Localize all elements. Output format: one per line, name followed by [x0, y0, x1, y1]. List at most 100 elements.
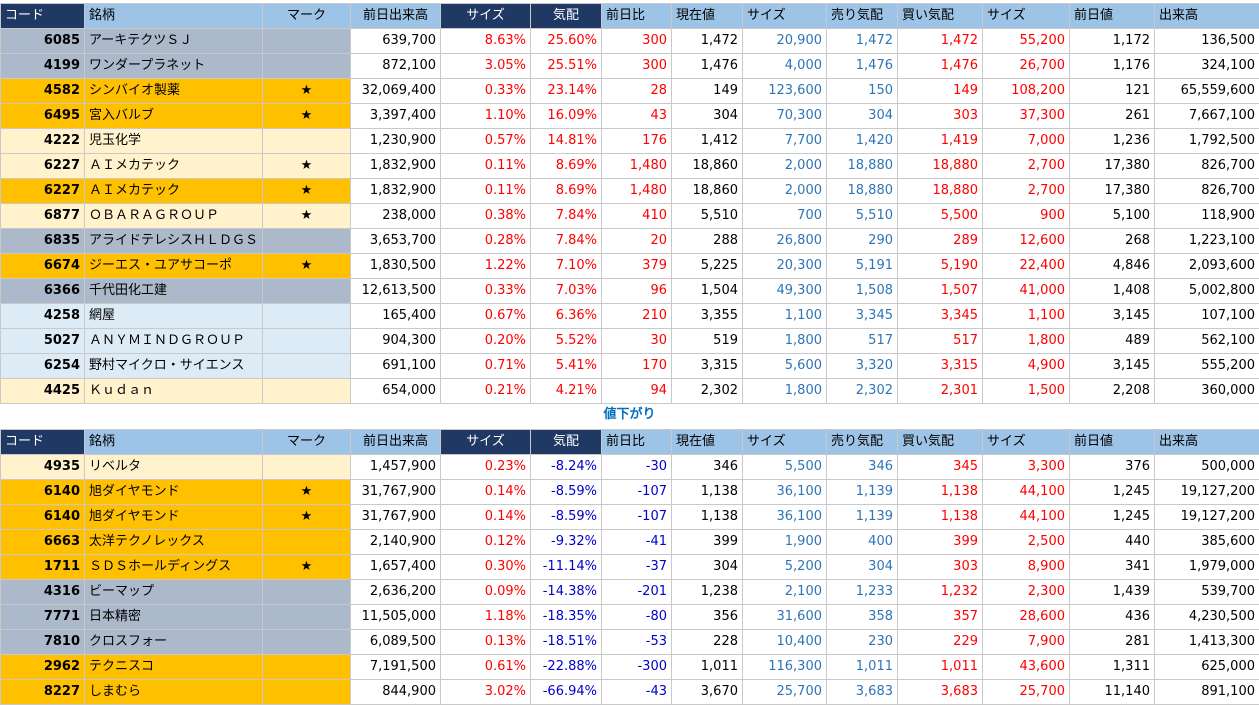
volume-cell: 385,600: [1154, 529, 1259, 555]
table-row[interactable]: 8227 しまむら 844,900 3.02% -66.94% -43 3,670 25,70…: [0, 679, 1259, 705]
current-price-cell: 5,510: [671, 203, 743, 229]
size-pct-cell: 0.33%: [440, 78, 531, 104]
current-price-cell: 228: [671, 629, 743, 655]
code-cell: 4222: [0, 128, 85, 154]
ask-size-cell: 1,100: [742, 303, 827, 329]
prev-price-cell: 2,208: [1069, 378, 1155, 404]
size-pct-cell: 0.20%: [440, 328, 531, 354]
current-price-cell: 1,412: [671, 128, 743, 154]
header-size-pct: サイズ: [440, 3, 531, 29]
bid-size-cell: 1,500: [982, 378, 1070, 404]
bid-size-cell: 900: [982, 203, 1070, 229]
ask-size-cell: 5,600: [742, 353, 827, 379]
volume-cell: 1,223,100: [1154, 228, 1259, 254]
prev-volume-cell: 2,636,200: [350, 579, 441, 605]
bid-cell: 399: [897, 529, 983, 555]
table-row[interactable]: 6366 千代田化工建 12,613,500 0.33% 7.03% 96 1,504 49,…: [0, 278, 1259, 304]
current-price-cell: 346: [671, 454, 743, 480]
table-row[interactable]: 6140 旭ダイヤモンド ★ 31,767,900 0.14% -8.59% -107 1,1…: [0, 479, 1259, 505]
change-pct-cell: -66.94%: [530, 679, 602, 705]
prev-price-cell: 17,380: [1069, 153, 1155, 179]
code-cell: 6140: [0, 504, 85, 530]
name-cell: アライドテレシスＨＬＤＧＳ: [84, 228, 263, 254]
mark-cell: [262, 679, 351, 705]
prev-diff-cell: 1,480: [601, 153, 672, 179]
table-row[interactable]: 5027 ＡＮＹＭＩＮＤＧＲＯＵＰ 904,300 0.20% 5.52% 30 519 1,…: [0, 328, 1259, 354]
ask-cell: 358: [826, 604, 898, 630]
ask-cell: 304: [826, 554, 898, 580]
current-price-cell: 304: [671, 554, 743, 580]
table-row[interactable]: 6085 アーキテクツＳＪ 639,700 8.63% 25.60% 300 1,472 20…: [0, 28, 1259, 54]
bid-size-cell: 22,400: [982, 253, 1070, 279]
name-cell: テクニスコ: [84, 654, 263, 680]
header-row: コード 銘柄 マーク 前日出来高 サイズ 気配 前日比 現在値 サイズ 売り気配 買い気配 サイズ 前日…: [0, 3, 1259, 29]
table-row[interactable]: 6674 ジーエス・ユアサコーポ ★ 1,830,500 1.22% 7.10% 379 5,…: [0, 253, 1259, 279]
change-pct-cell: -18.51%: [530, 629, 602, 655]
name-cell: 野村マイクロ・サイエンス: [84, 353, 263, 379]
code-cell: 6835: [0, 228, 85, 254]
prev-diff-cell: -41: [601, 529, 672, 555]
prev-volume-cell: 165,400: [350, 303, 441, 329]
bid-cell: 289: [897, 228, 983, 254]
current-price-cell: 5,225: [671, 253, 743, 279]
size-pct-cell: 8.63%: [440, 28, 531, 54]
header-current-price: 現在値: [671, 3, 743, 29]
header-size-pct: サイズ: [440, 429, 531, 455]
table-row[interactable]: 4199 ワンダープラネット 872,100 3.05% 25.51% 300 1,476 4…: [0, 53, 1259, 79]
name-cell: アーキテクツＳＪ: [84, 28, 263, 54]
mark-cell: [262, 228, 351, 254]
table-row[interactable]: 6227 ＡＩメカテック ★ 1,832,900 0.11% 8.69% 1,480 18,8…: [0, 178, 1259, 204]
size-pct-cell: 0.23%: [440, 454, 531, 480]
bid-cell: 517: [897, 328, 983, 354]
code-cell: 6254: [0, 353, 85, 379]
ask-cell: 290: [826, 228, 898, 254]
bid-cell: 1,138: [897, 479, 983, 505]
decliners-table: コード 銘柄 マーク 前日出来高 サイズ 気配 前日比 現在値 サイズ 売り気配 買い気配 サイズ 前日…: [0, 429, 1259, 705]
prev-volume-cell: 2,140,900: [350, 529, 441, 555]
name-cell: ＳＤＳホールディングス: [84, 554, 263, 580]
table-row[interactable]: 6254 野村マイクロ・サイエンス 691,100 0.71% 5.41% 170 3,31…: [0, 353, 1259, 379]
table-row[interactable]: 1711 ＳＤＳホールディングス ★ 1,657,400 0.30% -11.14% -37…: [0, 554, 1259, 580]
name-cell: シンバイオ製薬: [84, 78, 263, 104]
header-row: コード 銘柄 マーク 前日出来高 サイズ 気配 前日比 現在値 サイズ 売り気配 買い気配 サイズ 前日…: [0, 429, 1259, 455]
change-pct-cell: 5.41%: [530, 353, 602, 379]
name-cell: 日本精密: [84, 604, 263, 630]
code-cell: 4935: [0, 454, 85, 480]
table-row[interactable]: 2962 テクニスコ 7,191,500 0.61% -22.88% -300 1,011 1…: [0, 654, 1259, 680]
ask-size-cell: 116,300: [742, 654, 827, 680]
table-row[interactable]: 6663 太洋テクノレックス 2,140,900 0.12% -9.32% -41 399 1…: [0, 529, 1259, 555]
table-row[interactable]: 4316 ビーマップ 2,636,200 0.09% -14.38% -201 1,238 2…: [0, 579, 1259, 605]
change-pct-cell: 16.09%: [530, 103, 602, 129]
table-row[interactable]: 6835 アライドテレシスＨＬＤＧＳ 3,653,700 0.28% 7.84% 20 28…: [0, 228, 1259, 254]
ask-size-cell: 123,600: [742, 78, 827, 104]
header-ask: 売り気配: [826, 3, 898, 29]
table-row[interactable]: 7810 クロスフォー 6,089,500 0.13% -18.51% -53 228 10,…: [0, 629, 1259, 655]
prev-price-cell: 11,140: [1069, 679, 1155, 705]
bid-cell: 345: [897, 454, 983, 480]
table-row[interactable]: 4222 児玉化学 1,230,900 0.57% 14.81% 176 1,412 7,70…: [0, 128, 1259, 154]
header-bid: 買い気配: [897, 3, 983, 29]
change-pct-cell: 14.81%: [530, 128, 602, 154]
table-row[interactable]: 4582 シンバイオ製薬 ★ 32,069,400 0.33% 23.14% 28 149 12…: [0, 78, 1259, 104]
table-row[interactable]: 6227 ＡＩメカテック ★ 1,832,900 0.11% 8.69% 1,480 18,8…: [0, 153, 1259, 179]
table-row[interactable]: 4425 Ｋｕｄａｎ 654,000 0.21% 4.21% 94 2,302 1,800 2,…: [0, 378, 1259, 404]
gainers-table: コード 銘柄 マーク 前日出来高 サイズ 気配 前日比 現在値 サイズ 売り気配 買い気配 サイズ 前日…: [0, 3, 1259, 404]
table-row[interactable]: 6877 ＯＢＡＲＡＧＲＯＵＰ ★ 238,000 0.38% 7.84% 410 5,510…: [0, 203, 1259, 229]
name-cell: Ｋｕｄａｎ: [84, 378, 263, 404]
ask-cell: 2,302: [826, 378, 898, 404]
table-row[interactable]: 4258 網屋 165,400 0.67% 6.36% 210 3,355 1,100 3,34…: [0, 303, 1259, 329]
ask-cell: 5,510: [826, 203, 898, 229]
table-row[interactable]: 7771 日本精密 11,505,000 1.18% -18.35% -80 356 31,6…: [0, 604, 1259, 630]
volume-cell: 555,200: [1154, 353, 1259, 379]
current-price-cell: 18,860: [671, 178, 743, 204]
change-pct-cell: 23.14%: [530, 78, 602, 104]
code-cell: 7810: [0, 629, 85, 655]
table-row[interactable]: 4935 リベルタ 1,457,900 0.23% -8.24% -30 346 5,500 3…: [0, 454, 1259, 480]
change-pct-cell: 7.03%: [530, 278, 602, 304]
ask-size-cell: 1,900: [742, 529, 827, 555]
mark-cell: [262, 28, 351, 54]
table-row[interactable]: 6140 旭ダイヤモンド ★ 31,767,900 0.14% -8.59% -107 1,1…: [0, 504, 1259, 530]
volume-cell: 2,093,600: [1154, 253, 1259, 279]
table-row[interactable]: 6495 宮入バルブ ★ 3,397,400 1.10% 16.09% 43 304 70,30…: [0, 103, 1259, 129]
prev-volume-cell: 238,000: [350, 203, 441, 229]
